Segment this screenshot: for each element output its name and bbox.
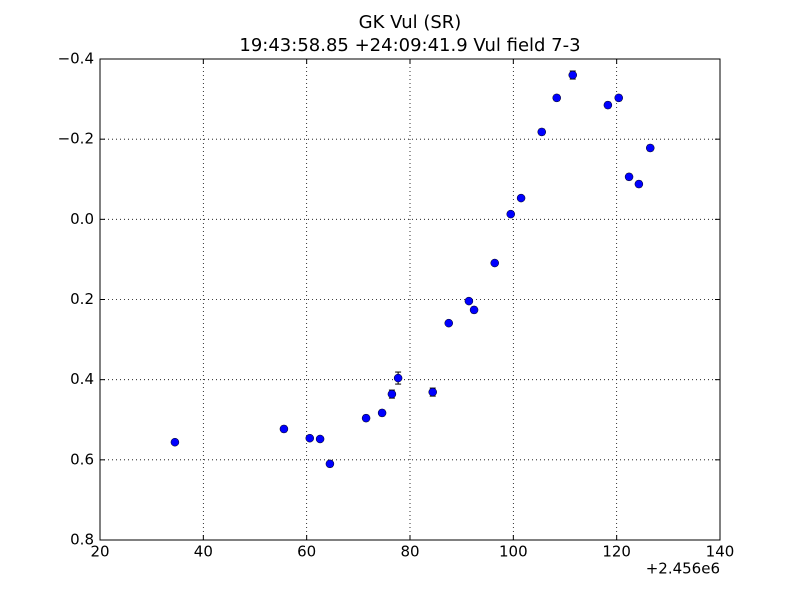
data-point (315, 434, 325, 444)
data-point (568, 70, 577, 80)
y-tick-label: 0.2 (70, 290, 94, 308)
data-point (506, 209, 515, 219)
data-point (464, 296, 474, 306)
data-point (393, 373, 403, 383)
chart-subtitle: 19:43:58.85 +24:09:41.9 Vul field 7-3 (239, 35, 580, 56)
data-point (614, 93, 623, 103)
x-tick-label: 80 (400, 543, 419, 561)
data-point (516, 193, 526, 203)
y-tick-label: 0.0 (70, 210, 94, 228)
data-point (624, 172, 634, 182)
data-point (634, 179, 644, 189)
data-point (552, 93, 561, 103)
x-offset-label: +2.456e6 (646, 560, 720, 578)
data-point (170, 437, 180, 447)
data-point (490, 258, 499, 268)
data-point (428, 387, 437, 397)
data-point (325, 459, 335, 469)
y-tick-label: −0.4 (58, 50, 94, 68)
x-tick-label: 100 (499, 543, 528, 561)
y-tick-label: 0.6 (70, 450, 94, 468)
chart-title: GK Vul (SR) (359, 12, 462, 33)
data-point (469, 305, 479, 315)
y-tick-label: 0.8 (70, 531, 94, 549)
plot-frame (99, 58, 721, 541)
data-point (444, 318, 453, 328)
data-point (305, 433, 315, 443)
data-point (537, 127, 546, 137)
data-point (603, 100, 613, 110)
y-tick-label: 0.4 (70, 370, 94, 388)
x-tick-label: 120 (602, 543, 631, 561)
data-point (361, 413, 371, 423)
x-tick-label: 40 (194, 543, 213, 561)
data-point (387, 389, 397, 399)
data-point (377, 408, 387, 418)
y-tick-label: −0.2 (58, 130, 94, 148)
x-tick-label: 140 (706, 543, 735, 561)
data-point (646, 143, 655, 153)
x-tick-label: 60 (297, 543, 316, 561)
x-tick-label: 20 (90, 543, 109, 561)
data-point (279, 424, 289, 434)
